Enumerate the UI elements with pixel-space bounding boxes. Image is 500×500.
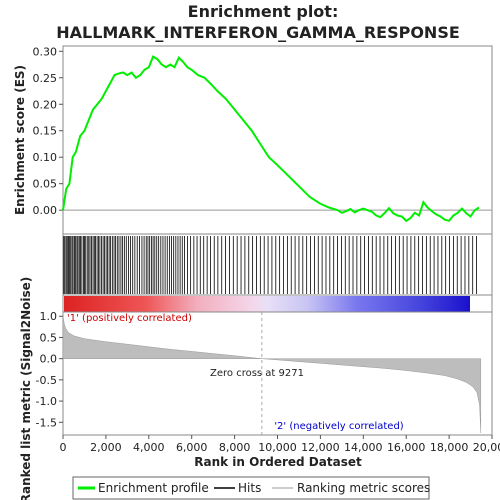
rank-xtick-label: 18,000 bbox=[430, 441, 469, 454]
es-ylabel: Enrichment score (ES) bbox=[13, 65, 27, 215]
title-line2: HALLMARK_INTERFERON_GAMMA_RESPONSE bbox=[56, 23, 460, 42]
rank-xtick-label: 6,000 bbox=[176, 441, 208, 454]
rank-xtick-label: 0 bbox=[60, 441, 67, 454]
es-ytick-label: 0.10 bbox=[33, 151, 58, 164]
ranking-metric-area bbox=[62, 311, 482, 433]
rank-xtick-label: 10,000 bbox=[258, 441, 297, 454]
es-ytick-label: 0.15 bbox=[33, 125, 58, 138]
rank-xtick-label: 8,000 bbox=[219, 441, 251, 454]
rank-xlabel: Rank in Ordered Dataset bbox=[194, 455, 362, 469]
es-ytick-label: 0.25 bbox=[33, 72, 58, 85]
rank-ytick-label: 0.5 bbox=[40, 331, 58, 344]
es-ytick-label: 0.30 bbox=[33, 45, 58, 58]
rank-ytick-label: 0.0 bbox=[40, 353, 58, 366]
rank-xtick-label: 2,000 bbox=[90, 441, 122, 454]
hits-panel-frame bbox=[62, 233, 493, 296]
es-ytick-label: 0.05 bbox=[33, 178, 58, 191]
legend-label-enrichment: Enrichment profile bbox=[98, 481, 209, 495]
rank-heatmap-bar bbox=[64, 296, 470, 312]
rank-ytick-label: -0.5 bbox=[36, 374, 57, 387]
zero-cross-label: Zero cross at 9271 bbox=[210, 368, 304, 379]
rank-xtick-label: 4,000 bbox=[133, 441, 165, 454]
rank-ytick-label: -1.0 bbox=[36, 395, 57, 408]
rank-axis-ticks: 1.0 0.5 0.0 -0.5 -1.0 -1.50 2,000 4,000 6,000 8,0… bbox=[36, 310, 500, 454]
hit-lines bbox=[63, 236, 477, 294]
rank-xtick-label: 14,000 bbox=[344, 441, 383, 454]
rank-ylabel: Ranked list metric (Signal2Noise) bbox=[19, 277, 33, 500]
rank-xtick-label: 12,000 bbox=[301, 441, 340, 454]
es-axis-ticks: 0.00 0.05 0.10 0.15 0.20 0.25 0.30 bbox=[33, 45, 63, 217]
legend-label-metric: Ranking metric scores bbox=[297, 481, 430, 495]
neg-label: '2' (negatively correlated) bbox=[274, 421, 403, 432]
legend-label-hits: Hits bbox=[238, 481, 261, 495]
es-ytick-label: 0.20 bbox=[33, 98, 58, 111]
enrichment-profile-line bbox=[62, 55, 480, 223]
title-line1: Enrichment plot: bbox=[188, 2, 339, 21]
legend-box bbox=[72, 476, 430, 500]
rank-xtick-label: 20,000 bbox=[473, 441, 500, 454]
rank-ytick-label: -1.5 bbox=[36, 416, 57, 429]
rank-panel-frame bbox=[62, 311, 493, 436]
rank-ytick-label: 1.0 bbox=[40, 310, 58, 323]
rank-xtick-label: 16,000 bbox=[387, 441, 426, 454]
pos-label: '1' (positively correlated) bbox=[67, 313, 192, 324]
es-ytick-label: 0.00 bbox=[33, 204, 58, 217]
